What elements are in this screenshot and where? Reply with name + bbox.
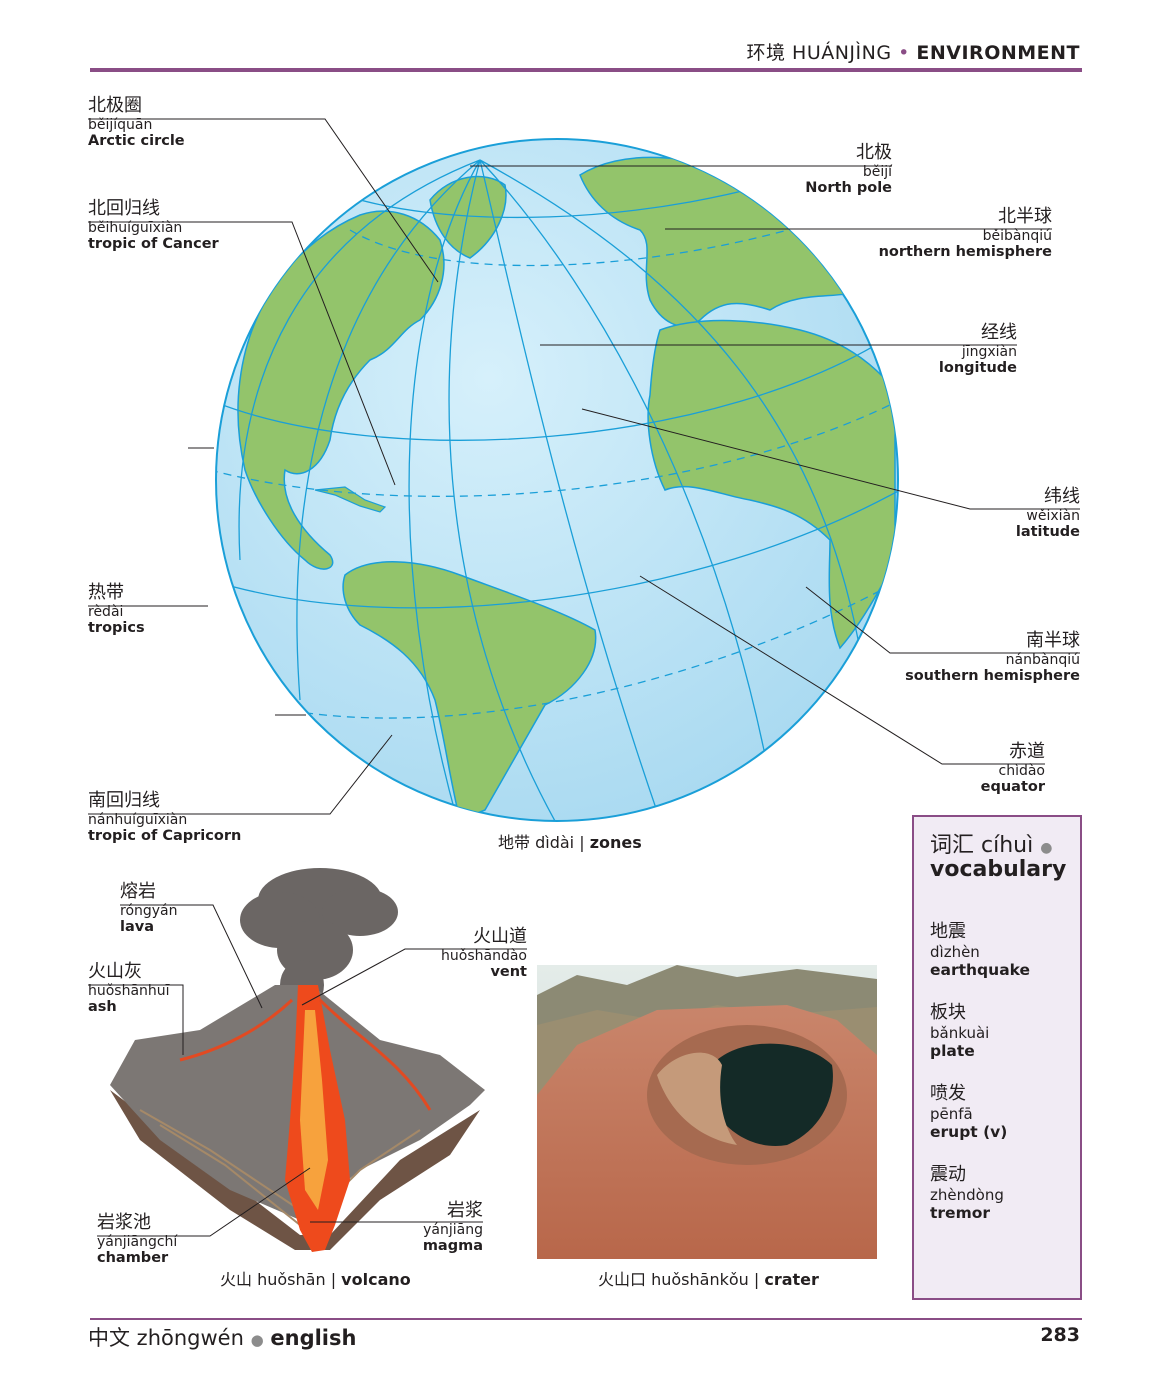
volcano-leader-lines xyxy=(88,904,527,1237)
label-latitude: 纬线 wěixiàn latitude xyxy=(1015,486,1080,541)
label-northern-hemisphere: 北半球 běibànqiú northern hemisphere xyxy=(878,206,1052,261)
vocab-title-zh: 词汇 cíhuì ● xyxy=(930,833,1053,858)
header-rule xyxy=(90,68,1082,72)
caption-crater: 火山口 huǒshānkǒu | crater xyxy=(598,1270,819,1289)
label-tropic-of-cancer: 北回归线 běihuíguīxiàn tropic of Cancer xyxy=(88,198,219,253)
crater-pit xyxy=(717,1043,833,1146)
label-tropics: 热带 rèdài tropics xyxy=(88,582,145,637)
label-north-pole: 北极 běijí North pole xyxy=(805,142,892,197)
label-tropic-of-capricorn: 南回归线 nánhuíguīxiàn tropic of Capricorn xyxy=(88,790,242,845)
caribbean-shape xyxy=(314,486,387,513)
vocab-title-en: vocabulary xyxy=(930,857,1067,882)
lava-surface-flow xyxy=(318,998,432,1111)
vocab-item: 地震 dìzhèn earthquake xyxy=(930,921,1031,979)
label-magma: 岩浆 yánjiāng magma xyxy=(422,1200,483,1255)
globe-leader-lines xyxy=(88,118,1080,815)
label-southern-hemisphere: 南半球 nánbànqiú southern hemisphere xyxy=(905,630,1080,685)
smoke-plume xyxy=(240,868,398,1010)
vocab-item: 震动 zhèndòng tremor xyxy=(930,1164,1004,1222)
label-lava: 熔岩 róngyán lava xyxy=(120,881,178,936)
label-ash: 火山灰 huǒshānhuī ash xyxy=(88,961,170,1016)
globe-continents xyxy=(237,156,896,821)
africa-shape xyxy=(647,319,896,650)
volcano-ground-side xyxy=(110,1090,480,1250)
label-arctic-circle: 北极圈 běijíquān Arctic circle xyxy=(88,95,185,150)
footer-language: 中文 zhōngwén ● english xyxy=(88,1326,357,1350)
label-vent: 火山道 huǒshāndào vent xyxy=(441,926,527,981)
north-america-shape xyxy=(237,210,445,570)
south-america-shape xyxy=(342,561,597,821)
crater-photo xyxy=(537,965,877,1259)
caption-volcano: 火山 huǒshān | volcano xyxy=(220,1270,411,1289)
footer-rule xyxy=(90,1318,1082,1320)
vocabulary-box: 词汇 cíhuì ● vocabulary 地震 dìzhèn earthqua… xyxy=(912,815,1082,1300)
label-longitude: 经线 jīngxiàn longitude xyxy=(938,322,1017,377)
header-separator: • xyxy=(898,42,910,64)
greenland-shape xyxy=(429,175,507,259)
vocab-item: 板块 bǎnkuài plate xyxy=(930,1002,990,1060)
page-header: 环境 HUÁNJÌNG • ENVIRONMENT xyxy=(746,38,1080,65)
lava-core xyxy=(300,1010,328,1210)
vocab-item: 喷发 pēnfā erupt (v) xyxy=(930,1083,1008,1141)
header-en: ENVIRONMENT xyxy=(916,42,1080,64)
header-pinyin: HUÁNJÌNG xyxy=(792,42,892,64)
label-equator: 赤道 chìdào equator xyxy=(980,741,1045,796)
header-zh: 环境 xyxy=(746,42,786,64)
label-chamber: 岩浆池 yánjiāngchí chamber xyxy=(97,1212,178,1267)
caption-zones: 地带 dìdài | zones xyxy=(498,833,642,852)
page-number: 283 xyxy=(1040,1324,1080,1346)
